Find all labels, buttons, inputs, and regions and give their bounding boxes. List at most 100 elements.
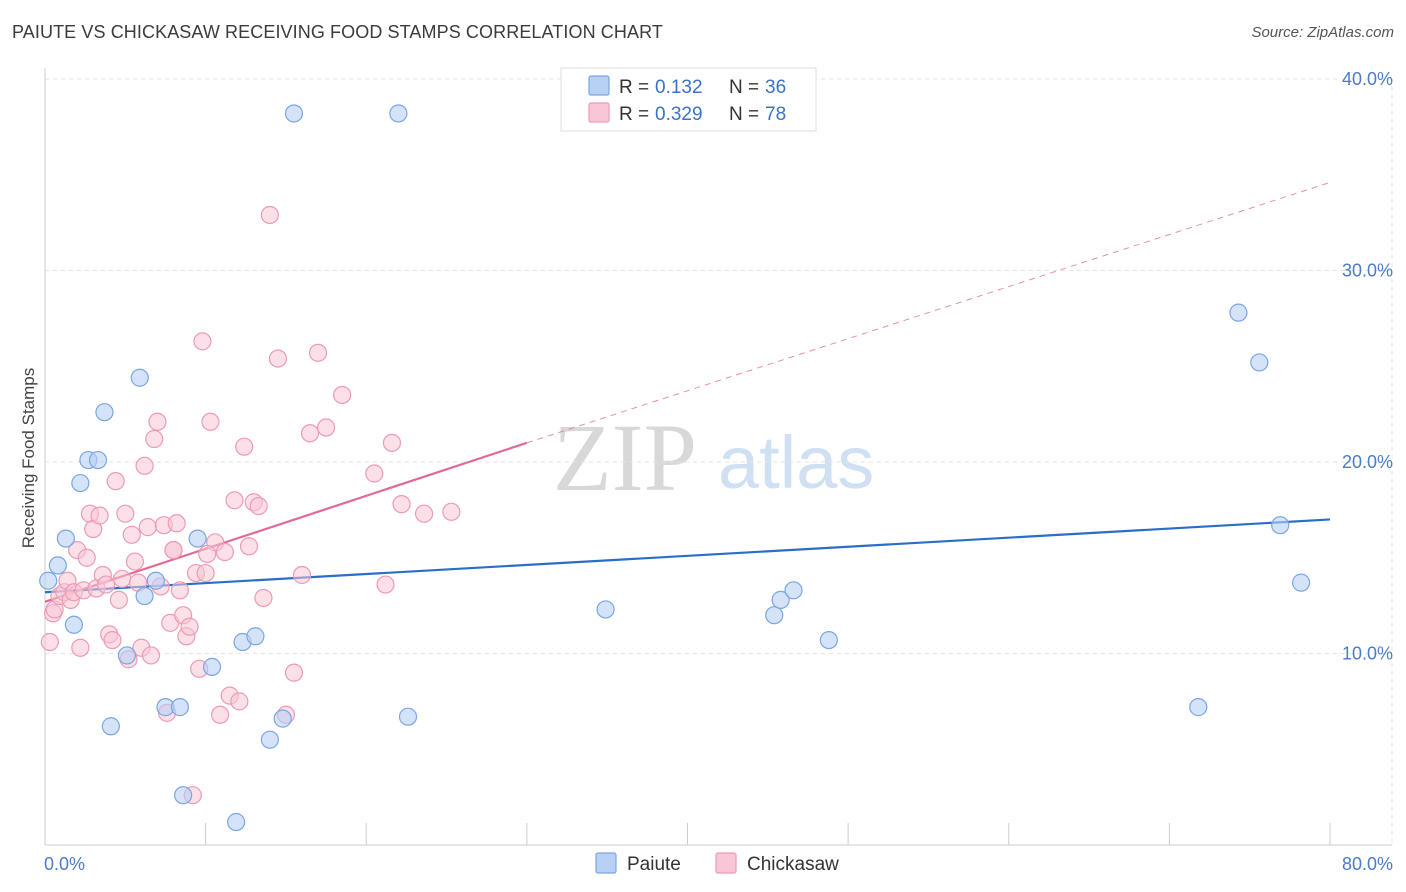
legend-n-value-paiute: 36: [765, 77, 786, 98]
point-chickasaw-76: [198, 544, 217, 564]
trend-lines: [44, 181, 1331, 603]
point-chickasaw-40: [170, 581, 190, 600]
axes: 10.0% 20.0% 30.0% 40.0% 0.0% 80.0%: [44, 68, 1393, 874]
point-chickasaw-75: [442, 502, 461, 521]
point-chickasaw-67: [308, 343, 328, 362]
point-paiute-4: [71, 473, 90, 493]
point-paiute-25: [398, 707, 418, 726]
point-chickasaw-0: [40, 632, 59, 652]
chart-source: Source: ZipAtlas.com: [1251, 24, 1394, 41]
point-paiute-14: [170, 698, 190, 717]
grid: [45, 78, 1393, 845]
point-paiute-29: [784, 581, 803, 600]
point-paiute-35: [1291, 573, 1311, 592]
legend-box: R = 0.132 N = 36 R = 0.329 N = 78: [560, 67, 817, 132]
legend-r-label-paiute: R =: [619, 77, 649, 98]
point-chickasaw-11: [77, 548, 96, 567]
point-chickasaw-62: [268, 349, 288, 368]
point-chickasaw-69: [333, 385, 352, 405]
point-chickasaw-65: [292, 565, 312, 585]
trend-line-paiute: [44, 518, 1331, 594]
point-chickasaw-19: [103, 630, 122, 650]
point-chickasaw-57: [239, 537, 259, 556]
chart-title: PAIUTE VS CHICKASAW RECEIVING FOOD STAMP…: [12, 22, 663, 42]
y-tick-label-40: 40.0%: [1342, 69, 1393, 89]
point-paiute-8: [101, 717, 120, 736]
legend-n-value-chickasaw: 78: [765, 104, 786, 125]
point-paiute-10: [130, 368, 149, 387]
point-chickasaw-68: [316, 418, 336, 437]
point-chickasaw-77: [164, 540, 183, 560]
point-chickasaw-30: [138, 518, 157, 537]
x-tick-label-min: 0.0%: [44, 854, 85, 874]
point-paiute-34: [1271, 516, 1290, 535]
point-chickasaw-17: [96, 575, 116, 594]
y-tick-label-10: 10.0%: [1342, 644, 1393, 664]
point-chickasaw-32: [145, 429, 164, 449]
point-paiute-16: [188, 529, 207, 548]
point-chickasaw-61: [260, 205, 279, 225]
point-chickasaw-60: [254, 588, 273, 608]
bottom-legend-swatch-chickasaw: [715, 852, 737, 874]
point-chickasaw-54: [225, 491, 244, 510]
point-paiute-28: [771, 590, 790, 609]
point-paiute-33: [1250, 353, 1269, 372]
point-paiute-12: [146, 571, 165, 590]
point-paiute-20: [246, 627, 265, 646]
point-paiute-32: [1229, 303, 1248, 322]
legend-r-value-chickasaw: 0.329: [655, 104, 703, 125]
bottom-legend: Paiute Chickasaw: [595, 852, 839, 875]
point-chickasaw-73: [392, 495, 411, 514]
point-chickasaw-22: [112, 569, 132, 588]
point-chickasaw-43: [180, 617, 199, 636]
bottom-legend-label-paiute: Paiute: [627, 854, 681, 875]
point-chickasaw-51: [210, 705, 230, 724]
point-chickasaw-56: [235, 437, 254, 456]
point-paiute-2: [56, 529, 75, 548]
point-paiute-18: [227, 812, 246, 832]
point-paiute-27: [765, 606, 784, 625]
point-paiute-26: [596, 600, 615, 619]
point-paiute-30: [819, 630, 838, 650]
x-tick-label-max: 80.0%: [1342, 854, 1393, 874]
point-chickasaw-66: [300, 424, 320, 443]
point-paiute-31: [1189, 698, 1208, 717]
point-paiute-24: [389, 104, 408, 123]
point-chickasaw-15: [90, 506, 109, 525]
legend-r-label-chickasaw: R =: [619, 104, 649, 125]
point-chickasaw-23: [116, 504, 135, 523]
y-tick-label-30: 30.0%: [1342, 261, 1393, 281]
point-paiute-11: [135, 586, 154, 606]
point-paiute-6: [88, 450, 108, 470]
trend-line-chickasaw-extension: [526, 181, 1331, 444]
point-paiute-17: [202, 657, 222, 677]
point-chickasaw-9: [71, 638, 90, 657]
point-chickasaw-70: [365, 464, 384, 483]
point-chickasaw-74: [414, 504, 434, 523]
watermark-zip: ZIP: [553, 404, 697, 511]
point-paiute-15: [174, 786, 193, 805]
point-chickasaw-20: [106, 472, 125, 491]
point-chickasaw-26: [125, 552, 145, 571]
point-chickasaw-64: [284, 663, 304, 682]
point-chickasaw-71: [376, 575, 395, 594]
point-paiute-9: [117, 646, 137, 665]
point-chickasaw-21: [109, 590, 128, 609]
point-paiute-23: [284, 104, 304, 123]
data-points: [39, 104, 1311, 832]
point-chickasaw-72: [382, 433, 402, 452]
point-chickasaw-59: [249, 496, 268, 516]
bottom-legend-swatch-paiute: [595, 852, 617, 874]
point-chickasaw-25: [122, 525, 141, 544]
point-paiute-1: [48, 556, 67, 575]
legend-n-label-paiute: N =: [729, 77, 759, 98]
point-chickasaw-49: [201, 412, 220, 431]
legend-swatch-paiute: [588, 75, 610, 96]
point-paiute-0: [39, 571, 58, 590]
point-chickasaw-55: [230, 692, 249, 711]
point-paiute-22: [273, 709, 292, 728]
point-chickasaw-47: [193, 332, 212, 351]
point-chickasaw-31: [141, 646, 161, 665]
y-tick-label-20: 20.0%: [1342, 452, 1393, 472]
